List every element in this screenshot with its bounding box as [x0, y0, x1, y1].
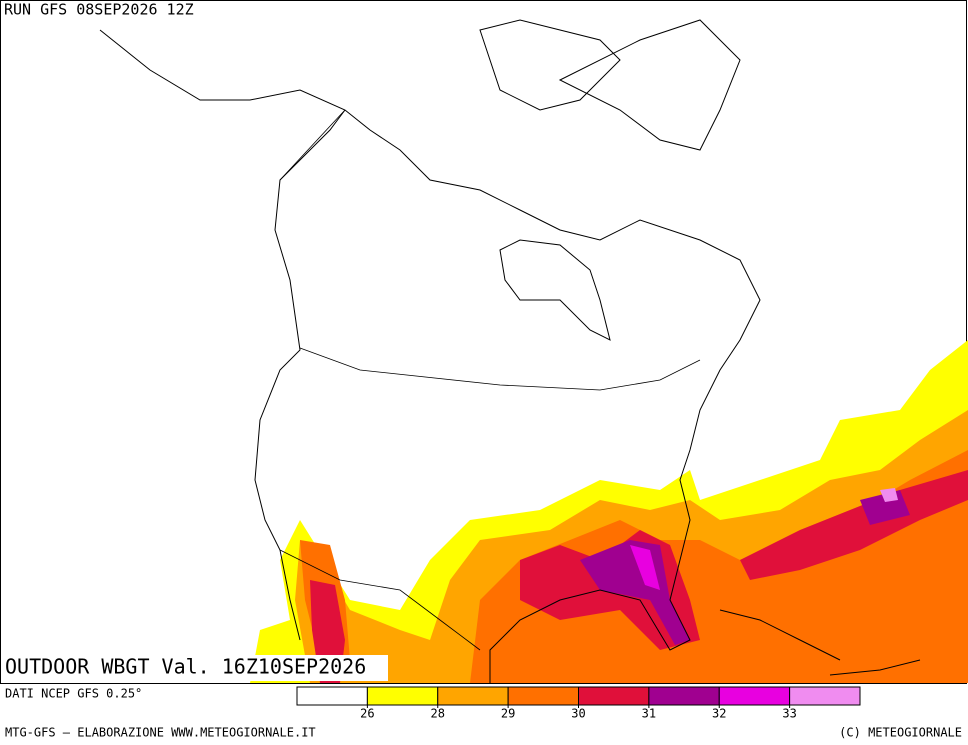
hudson-bay	[499, 239, 611, 341]
legend-swatch	[789, 686, 861, 706]
legend-swatch	[578, 686, 650, 706]
heat-33	[630, 545, 660, 590]
title-bg	[2, 655, 388, 681]
heat-30	[470, 450, 968, 683]
map-title: OUTDOOR WBGT Val. 16Z10SEP2026	[5, 655, 366, 679]
heat-31-east	[740, 470, 968, 580]
legend-swatch	[437, 686, 509, 706]
heat-over-33	[880, 488, 898, 502]
legend-swatch	[718, 686, 791, 706]
greenland	[558, 19, 741, 151]
run-label: RUN GFS 08SEP2026 12Z	[4, 1, 194, 19]
legend-tick-label: 33	[782, 707, 796, 721]
source-label: DATI NCEP GFS 0.25°	[5, 687, 142, 701]
heat-32	[580, 540, 690, 645]
map: RUN GFS 08SEP2026 12Z OUTDOOR WBGT Val. …	[0, 0, 968, 684]
coastline	[99, 29, 761, 683]
legend-swatch	[648, 686, 720, 706]
legend-swatch	[366, 686, 439, 706]
legend-swatch	[296, 686, 368, 706]
legend-tick-label: 29	[501, 707, 515, 721]
borders	[279, 109, 701, 651]
footer-right: (C) METEOGIORNALE	[839, 726, 962, 740]
arctic-islands	[479, 19, 621, 111]
legend-swatch	[507, 686, 579, 706]
legend: 26 28 29 30 31 32 33	[296, 686, 861, 721]
legend-tick-label: 30	[571, 707, 585, 721]
legend-tick-label: 32	[712, 707, 726, 721]
footer-left: MTG-GFS — ELABORAZIONE WWW.METEOGIORNALE…	[5, 726, 316, 740]
legend-tick-label: 26	[360, 707, 374, 721]
legend-tick-label: 31	[642, 707, 656, 721]
caribbean	[719, 609, 921, 676]
legend-tick-label: 28	[431, 707, 445, 721]
